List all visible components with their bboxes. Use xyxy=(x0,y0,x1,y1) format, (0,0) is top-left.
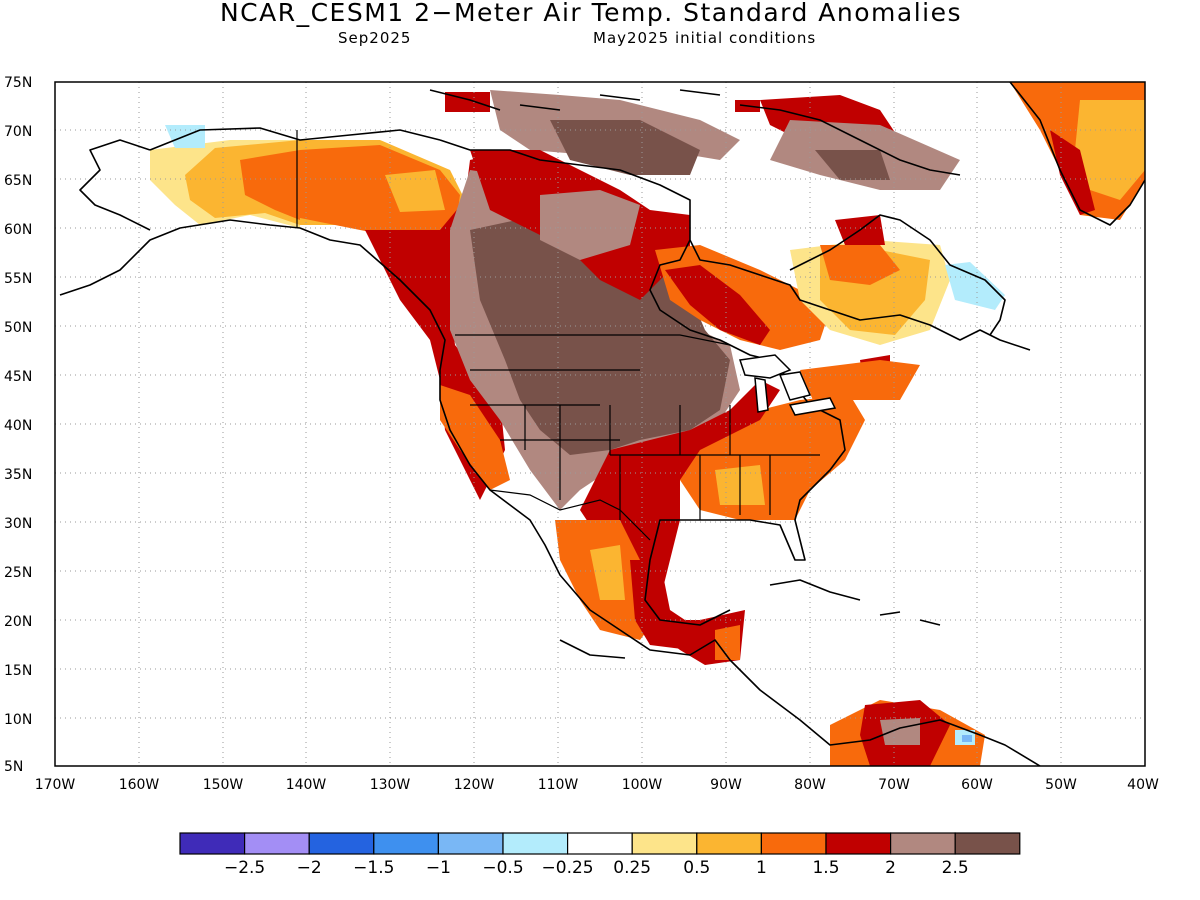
south-america-brown-patch xyxy=(880,718,920,745)
latitude-labels: 75N 70N 65N 60N 55N 50N 45N 40N 35N 30N … xyxy=(4,75,32,775)
lat-label: 40N xyxy=(4,418,32,434)
lon-label: 140W xyxy=(286,777,327,793)
colorbar-swatch xyxy=(437,832,504,855)
colorbar-label: 0.5 xyxy=(683,858,710,878)
lat-label: 50N xyxy=(4,320,32,336)
lat-label: 30N xyxy=(4,516,32,532)
california-orange-region xyxy=(440,385,510,490)
lon-label: 160W xyxy=(119,777,160,793)
south-america-blue-spot xyxy=(962,735,972,742)
central-america-orange-patch xyxy=(715,625,740,660)
lat-label: 10N xyxy=(4,712,32,728)
lon-label: 110W xyxy=(538,777,579,793)
lat-label: 15N xyxy=(4,663,32,679)
colorbar-swatch xyxy=(566,832,633,855)
yukon-orange-light-patch xyxy=(385,170,445,212)
colorbar-label: −0.5 xyxy=(482,858,523,878)
alaska-orange-region xyxy=(240,150,300,220)
longitude-labels: 170W 160W 150W 140W 130W 120W 110W 100W … xyxy=(35,777,1159,793)
colorbar-swatch xyxy=(696,832,762,855)
lat-label: 75N xyxy=(4,75,32,91)
baffin-brown-dark-patch xyxy=(815,150,890,180)
lat-label: 65N xyxy=(4,173,32,189)
colorbar-label: −2.5 xyxy=(224,858,265,878)
colorbar: −2.5 −2 −1.5 −1 −0.5 −0.25 0.25 0.5 1 1.5 2 2.5 xyxy=(179,832,1021,878)
lon-label: 70W xyxy=(878,777,910,793)
colorbar-label: 1 xyxy=(756,858,767,878)
lat-label: 45N xyxy=(4,369,32,385)
lon-label: 40W xyxy=(1127,777,1159,793)
lat-label: 60N xyxy=(4,222,32,238)
central-canada-brown-patch xyxy=(540,190,640,260)
lat-label: 35N xyxy=(4,467,32,483)
colorbar-swatch xyxy=(825,832,892,855)
colorbar-swatch xyxy=(760,832,827,855)
lat-label: 20N xyxy=(4,614,32,630)
lon-label: 170W xyxy=(35,777,76,793)
greenland-orange-light-region xyxy=(1075,100,1145,200)
colorbar-swatch xyxy=(502,832,569,855)
labrador-cyan-spot xyxy=(945,262,1005,310)
mexico-orange-light-patch xyxy=(590,545,625,600)
colorbar-swatch xyxy=(179,832,246,855)
lon-label: 50W xyxy=(1045,777,1077,793)
lon-label: 60W xyxy=(961,777,993,793)
colorbar-swatch xyxy=(889,832,956,855)
colorbar-swatch xyxy=(308,832,375,855)
arctic-brown-dark-region xyxy=(550,120,700,175)
colorbar-label: 2 xyxy=(885,858,896,878)
lon-label: 120W xyxy=(454,777,495,793)
yukon-orange-region xyxy=(300,145,460,238)
lon-label: 90W xyxy=(710,777,742,793)
lat-label: 25N xyxy=(4,565,32,581)
colorbar-labels: −2.5 −2 −1.5 −1 −0.5 −0.25 0.25 0.5 1 1.5 2 2.5 xyxy=(224,858,969,878)
lon-label: 150W xyxy=(203,777,244,793)
lon-label: 80W xyxy=(794,777,826,793)
great-lakes xyxy=(739,354,837,416)
colorbar-label: 2.5 xyxy=(942,858,969,878)
ontario-red-band xyxy=(665,265,770,345)
grid-lines xyxy=(55,82,1145,766)
colorbar-label: −1.5 xyxy=(353,858,394,878)
anomaly-fields xyxy=(150,82,1145,766)
quebec-orange-region xyxy=(820,245,900,285)
colorbar-swatch xyxy=(244,832,310,855)
initial-conditions: May2025 initial conditions xyxy=(593,29,817,47)
colorbar-label: −1 xyxy=(426,858,451,878)
lon-label: 100W xyxy=(622,777,663,793)
colorbar-label: −2 xyxy=(297,858,322,878)
colorbar-swatch xyxy=(631,832,698,855)
political-borders xyxy=(296,130,820,541)
lon-label: 130W xyxy=(370,777,411,793)
coastlines xyxy=(59,82,1145,766)
colorbar-swatch xyxy=(954,832,1021,855)
northeast-orange-region xyxy=(800,360,920,405)
lat-label: 70N xyxy=(4,124,32,140)
colorbar-swatch xyxy=(373,832,439,855)
greenland-red-region xyxy=(1050,130,1095,215)
map-title: NCAR_CESM1 2−Meter Air Temp. Standard An… xyxy=(219,0,963,27)
plot-frame xyxy=(54,81,1146,767)
colorbar-label: −0.25 xyxy=(542,858,594,878)
lat-label: 5N xyxy=(4,759,23,775)
lat-label: 55N xyxy=(4,271,32,287)
colorbar-swatches xyxy=(179,832,1021,855)
forecast-month: Sep2025 xyxy=(338,29,412,47)
colorbar-label: 1.5 xyxy=(812,858,839,878)
colorbar-label: 0.25 xyxy=(613,858,651,878)
